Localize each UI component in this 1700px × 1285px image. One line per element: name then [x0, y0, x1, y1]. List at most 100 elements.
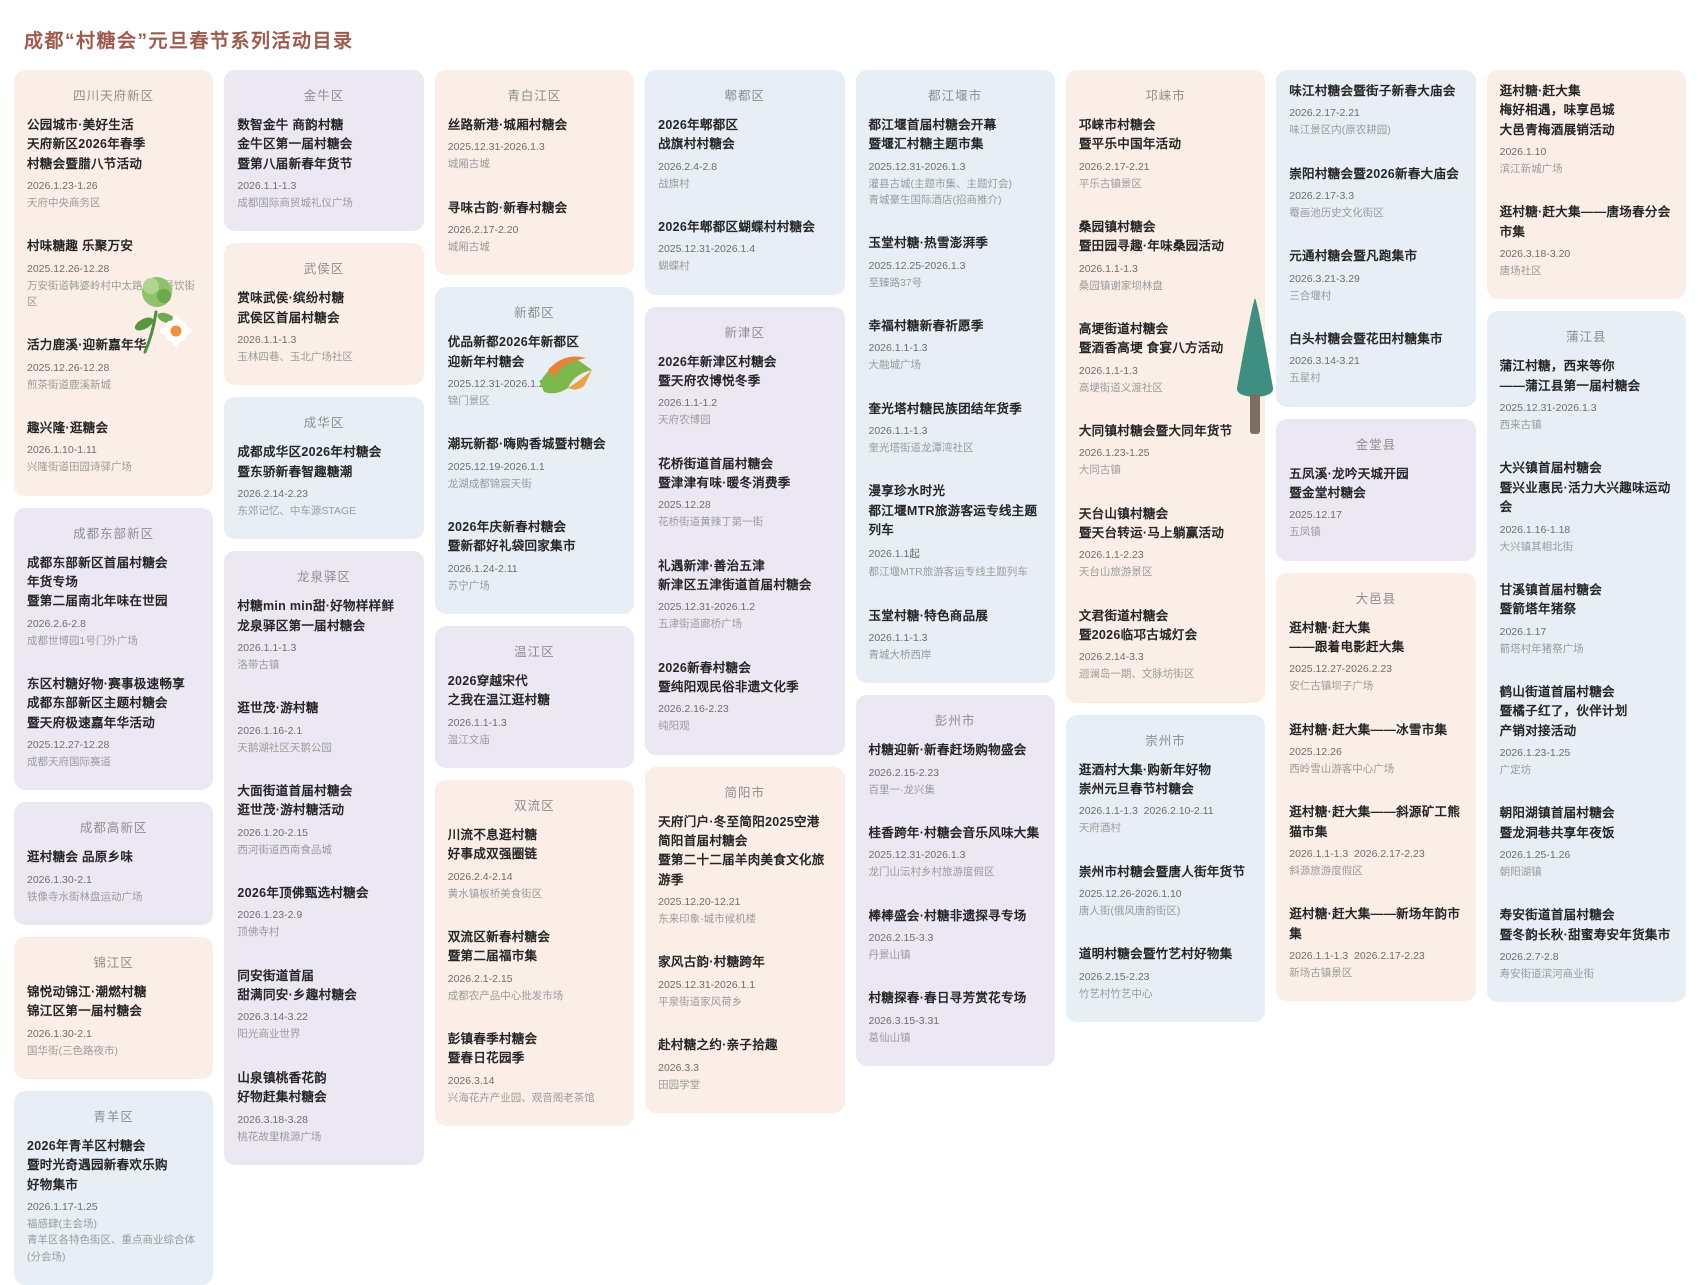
- event-date: 2025.12.20-12.21: [658, 896, 741, 909]
- event-item: 逛酒村大集·购新年好物 崇州元旦春节村糖会 2026.1.1-1.3 2026.…: [1079, 761, 1252, 837]
- event-location: 广定坊: [1499, 763, 1532, 776]
- district-header: 蒲江县: [1566, 330, 1607, 345]
- event-title: 蒲江村糖，西来等你 ——蒲江县第一届村糖会: [1499, 359, 1641, 393]
- event-date: 2025.12.27-2026.2.23: [1289, 663, 1393, 676]
- event-title: 寿安街道首届村糖会 暨冬韵长秋·甜蜜寿安年货集市: [1499, 908, 1671, 942]
- event-location: 顶佛寺村: [237, 926, 280, 939]
- event-item: 五凤溪·龙吟天城开园 暨金堂村糖会 2025.12.17 五凤镇: [1289, 465, 1462, 541]
- event-item: 东区村糖好物·赛事极速畅享 成都东部新区主题村糖会 暨天府极速嘉年华活动 202…: [27, 675, 200, 770]
- event-date: 2026.1.23-1.26: [27, 180, 98, 193]
- event-location: 东来印象-城市候机楼: [658, 913, 757, 926]
- event-title: 大同镇村糖会暨大同年货节: [1078, 424, 1233, 439]
- event-date: 2025.12.28: [658, 499, 711, 512]
- event-locations: 三合堰村: [1289, 288, 1462, 304]
- district-header: 龙泉驿区: [297, 570, 352, 585]
- event-item: 成都东部新区首届村糖会 年货专场 暨第二届南北年味在世园 2026.2.6-2.…: [27, 554, 200, 649]
- event-location: 阳光商业世界: [237, 1028, 301, 1041]
- event-title: 棒棒盛会·村糖非遗探寻专场: [868, 908, 1027, 923]
- district-header: 武侯区: [303, 262, 345, 277]
- event-location: 温江文庙: [447, 733, 490, 746]
- event-date: 2026.2.14-2.23: [237, 488, 309, 501]
- event-date: 2026.1.23-1.25: [1499, 746, 1571, 759]
- event-title: 文君街道村糖会 暨2026临邛古城灯会: [1078, 608, 1198, 643]
- event-title: 村糖迎新·新春赶场购物盛会: [868, 743, 1027, 758]
- event-item: 漫享珍水时光 都江堰MTR旅游客运专线主题列车 2026.1.1起 都江堰MTR…: [869, 482, 1042, 580]
- district-header: 成都东部新区: [73, 526, 155, 541]
- event-title: 彭镇春季村糖会 暨春日花园季: [447, 1032, 538, 1066]
- event-location: 龙湖成都锦宸天街: [447, 477, 532, 490]
- event-location: 青城豪生国际酒店(招商推介): [868, 194, 1002, 207]
- district-card: 双流区 川流不息逛村糖 好事成双强圈链 2026.2.4-2.14 黄水镇板桥美…: [434, 779, 635, 1127]
- catalog-page: 成都“村糖会”元旦春节系列活动目录 四川天府新区 公园城市·美好生活 天府新区2…: [14, 31, 1686, 1285]
- event-locations: 战旗村: [658, 176, 831, 192]
- event-title: 邛崃市村糖会 暨平乐中国年活动: [1078, 118, 1182, 152]
- event-locations: 青城大桥西岸: [869, 647, 1042, 663]
- district-card: 简阳市 天府门户·冬至简阳2025空港 简阳首届村糖会 暨第二十二届羊肉美食文化…: [645, 766, 845, 1113]
- event-location: 斜源旅游度假区: [1289, 864, 1363, 877]
- event-item: 丝路新港·城厢村糖会 2025.12.31-2026.1.3 城厢古城: [448, 116, 621, 173]
- event-title: 鹤山街道首届村糖会 暨橘子红了，伙伴计划 产销对接活动: [1499, 684, 1628, 738]
- district-header: 新都区: [514, 306, 555, 321]
- event-item: 味江村糖会暨街子新春大庙会 2026.2.17-2.21 味江景区内(原农耕园): [1289, 82, 1462, 139]
- event-title: 赏味武侯·缤纷村糖 武侯区首届村糖会: [237, 291, 345, 325]
- event-location: 青城大桥西岸: [868, 648, 932, 661]
- event-location: 煎茶街道鹿溪新城: [27, 378, 111, 391]
- event-title: 都江堰首届村糖会开幕 暨堰汇村糖主题市集: [868, 118, 997, 152]
- event-title: 丝路新港·城厢村糖会: [447, 118, 568, 132]
- column: 金牛区 数智金牛 商韵村糖 金牛区第一届村糖会 暨第八届新春年货节 2026.1…: [224, 70, 424, 1165]
- event-item: 成都成华区2026年村糖会 暨东骄新春智趣糖潮 2026.2.14-2.23 东…: [237, 443, 410, 519]
- event-locations: 成都农产品中心批发市场: [448, 988, 621, 1004]
- event-item: 寿安街道首届村糖会 暨冬韵长秋·甜蜜寿安年货集市 2026.2.7-2.8 寿安…: [1500, 906, 1673, 982]
- event-item: 2026年新津区村糖会 暨天府农博悦冬季 2026.1.1-1.2 天府农博园: [658, 353, 831, 429]
- event-item: 天府门户·冬至简阳2025空港 简阳首届村糖会 暨第二十二届羊肉美食文化旅游季 …: [658, 813, 831, 928]
- district-header: 青羊区: [93, 1110, 134, 1125]
- event-date: 2025.12.31-2026.1.2: [447, 378, 545, 391]
- event-location: 天府农博园: [658, 414, 711, 427]
- event-title: 成都成华区2026年村糖会 暨东骄新春智趣糖潮: [237, 445, 382, 479]
- district-header: 大邑县: [1355, 591, 1397, 606]
- event-item: 村糖探春·春日寻芳赏花专场 2026.3.15-3.31 葛仙山镇: [869, 989, 1042, 1046]
- event-date: 2026.2.15-2.23: [868, 766, 940, 779]
- event-item: 大同镇村糖会暨大同年货节 2026.1.23-1.25 大同古镇: [1079, 422, 1252, 479]
- event-locations: 福感肆(主会场) 青羊区各特色街区、重点商业综合体(分会场): [27, 1216, 200, 1265]
- event-location: 竹艺村竹艺中心: [1078, 987, 1153, 1000]
- district-header: 青白江区: [507, 89, 562, 103]
- event-locations: 罨画池历史文化街区: [1289, 205, 1462, 221]
- event-locations: 箭塔村年猪祭广场: [1500, 641, 1673, 657]
- event-list: 村糖min min甜·好物样样鲜 龙泉驿区第一届村糖会 2026.1.1-1.3…: [237, 597, 410, 1144]
- district-card: 锦江区 锦悦动锦江·潮燃村糖 锦江区第一届村糖会 2026.1.30-2.1 国…: [14, 937, 214, 1080]
- event-date: 2026.1.1-1.3: [237, 180, 297, 193]
- event-location: 西来古镇: [1499, 419, 1542, 432]
- event-title: 逛村糖·赶大集——唐场春分会市集: [1499, 205, 1671, 239]
- event-title: 礼遇新津·善治五津 新津区五津街道首届村糖会: [658, 558, 812, 593]
- event-location: 百里一·龙兴集: [868, 783, 936, 796]
- event-locations: 东郊记忆、中车源STAGE: [237, 503, 410, 519]
- event-date: 2026.1.16-1.18: [1499, 523, 1571, 536]
- event-item: 2026年顶佛甄选村糖会 2026.1.23-2.9 顶佛寺村: [237, 884, 410, 941]
- event-locations: 安仁古镇坝子广场: [1289, 678, 1462, 694]
- event-location: 都江堰MTR旅游客运专线主题列车: [868, 566, 1028, 579]
- event-locations: 唐人街(俄风唐韵街区): [1079, 903, 1252, 919]
- column: 青白江区 丝路新港·城厢村糖会 2025.12.31-2026.1.3 城厢古城…: [434, 70, 635, 1127]
- event-locations: 万安街道韩婆岭村中太路乡村餐饮街区: [27, 278, 200, 311]
- event-location: 铁像寺水街林盘运动广场: [27, 890, 143, 903]
- district-card: 邛崃市 邛崃市村糖会 暨平乐中国年活动 2026.2.17-2.21 平乐古镇景…: [1065, 70, 1266, 703]
- event-title: 2026年顶佛甄选村糖会: [237, 886, 369, 901]
- event-locations: 灌县古城(主题市集、主题灯会) 青城豪生国际酒店(招商推介): [869, 176, 1042, 209]
- event-date: 2025.12.26-12.28: [27, 361, 110, 374]
- event-item: 逛村糖·赶大集——新场年韵市集 2026.1.1-1.3 2026.2.17-2…: [1289, 905, 1462, 981]
- event-location: 三合堰村: [1289, 289, 1332, 302]
- event-date: 2026.1.1-1.3: [447, 716, 507, 729]
- event-item: 同安街道首届 甜满同安·乡趣村糖会 2026.3.14-3.22 阳光商业世界: [237, 967, 410, 1043]
- event-locations: 迴澜岛一期、文脉坊街区: [1079, 666, 1252, 682]
- district-card: 味江村糖会暨街子新春大庙会 2026.2.17-2.21 味江景区内(原农耕园)…: [1276, 70, 1476, 407]
- event-title: 逛世茂·游村糖: [237, 701, 319, 716]
- event-location: 黄水镇板桥美食街区: [447, 887, 543, 900]
- event-title: 幸福村糖新春祈愿季: [868, 318, 984, 333]
- district-card: 大邑县 逛村糖·赶大集 ——跟着电影赶大集 2025.12.27-2026.2.…: [1276, 572, 1476, 1002]
- event-item: 玉堂村糖·特色商品展 2026.1.1-1.3 青城大桥西岸: [869, 607, 1042, 664]
- district-header: 金堂县: [1355, 437, 1397, 452]
- event-locations: 温江文庙: [448, 732, 621, 748]
- event-location: 纯阳观: [658, 720, 690, 733]
- event-date: 2025.12.31-2026.1.2: [658, 601, 756, 614]
